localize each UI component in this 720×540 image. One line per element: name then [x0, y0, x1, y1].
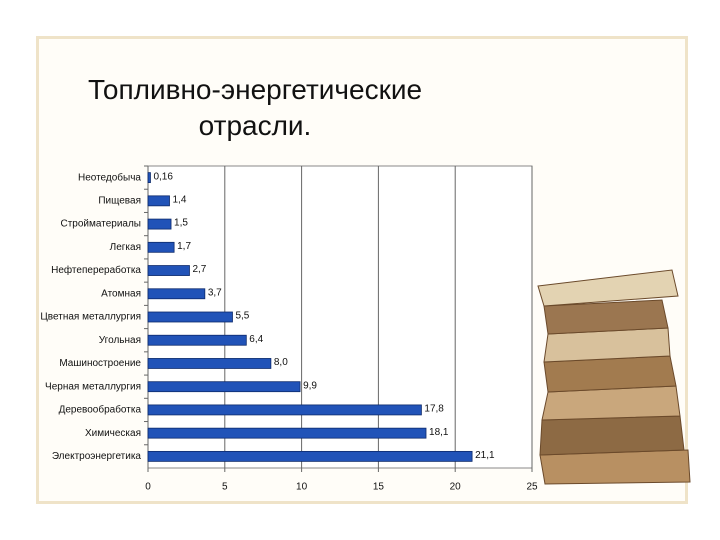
bar — [147, 311, 233, 323]
y-tick-label: Машиностроение — [59, 358, 141, 369]
y-tick-label: Цветная металлургия — [40, 312, 141, 323]
x-tick-label: 5 — [222, 482, 228, 493]
value-label: 0,16 — [153, 171, 173, 182]
y-tick-label: Деревообработка — [59, 404, 142, 416]
y-tick-label: Пищевая — [98, 195, 141, 206]
bar — [147, 427, 427, 439]
slide-title: Топливно-энергетические отрасли. — [87, 74, 423, 141]
bar — [147, 265, 190, 276]
bar — [147, 381, 301, 393]
value-label: 5,5 — [235, 311, 249, 322]
x-tick-label: 25 — [526, 482, 538, 493]
bar — [147, 358, 272, 369]
bar — [147, 404, 422, 416]
bar — [147, 195, 170, 207]
value-label: 1,5 — [174, 218, 188, 229]
y-tick-label: Легкая — [110, 242, 141, 253]
value-label: 3,7 — [208, 287, 222, 298]
value-label: 9,9 — [303, 380, 317, 391]
y-tick-label: Угольная — [99, 335, 141, 346]
value-label: 21,1 — [475, 450, 495, 461]
y-tick-label: Электроэнергетика — [52, 451, 142, 462]
value-label: 1,4 — [173, 194, 187, 205]
bar — [147, 172, 151, 184]
y-tick-label: Черная металлургия — [45, 381, 141, 392]
value-label: 8,0 — [274, 357, 288, 368]
bar — [147, 334, 247, 346]
x-tick-label: 15 — [373, 482, 385, 493]
y-tick-label: Атомная — [101, 288, 141, 299]
y-tick-label: Нефтепереработка — [51, 264, 141, 276]
x-tick-label: 0 — [145, 482, 151, 493]
bar — [147, 241, 175, 253]
value-label: 17,8 — [424, 404, 444, 415]
x-tick-label: 20 — [450, 482, 462, 493]
bar — [147, 288, 206, 300]
y-tick-label: Неотедобыча — [78, 171, 141, 183]
y-tick-label: Химическая — [85, 428, 141, 439]
value-label: 6,4 — [249, 334, 263, 345]
bar — [147, 218, 172, 230]
value-label: 1,7 — [177, 241, 191, 252]
value-label: 18,1 — [429, 427, 449, 438]
y-tick-label: Стройматериалы — [61, 219, 142, 230]
x-tick-label: 10 — [296, 482, 308, 493]
bar — [147, 450, 473, 462]
value-label: 2,7 — [192, 264, 206, 275]
